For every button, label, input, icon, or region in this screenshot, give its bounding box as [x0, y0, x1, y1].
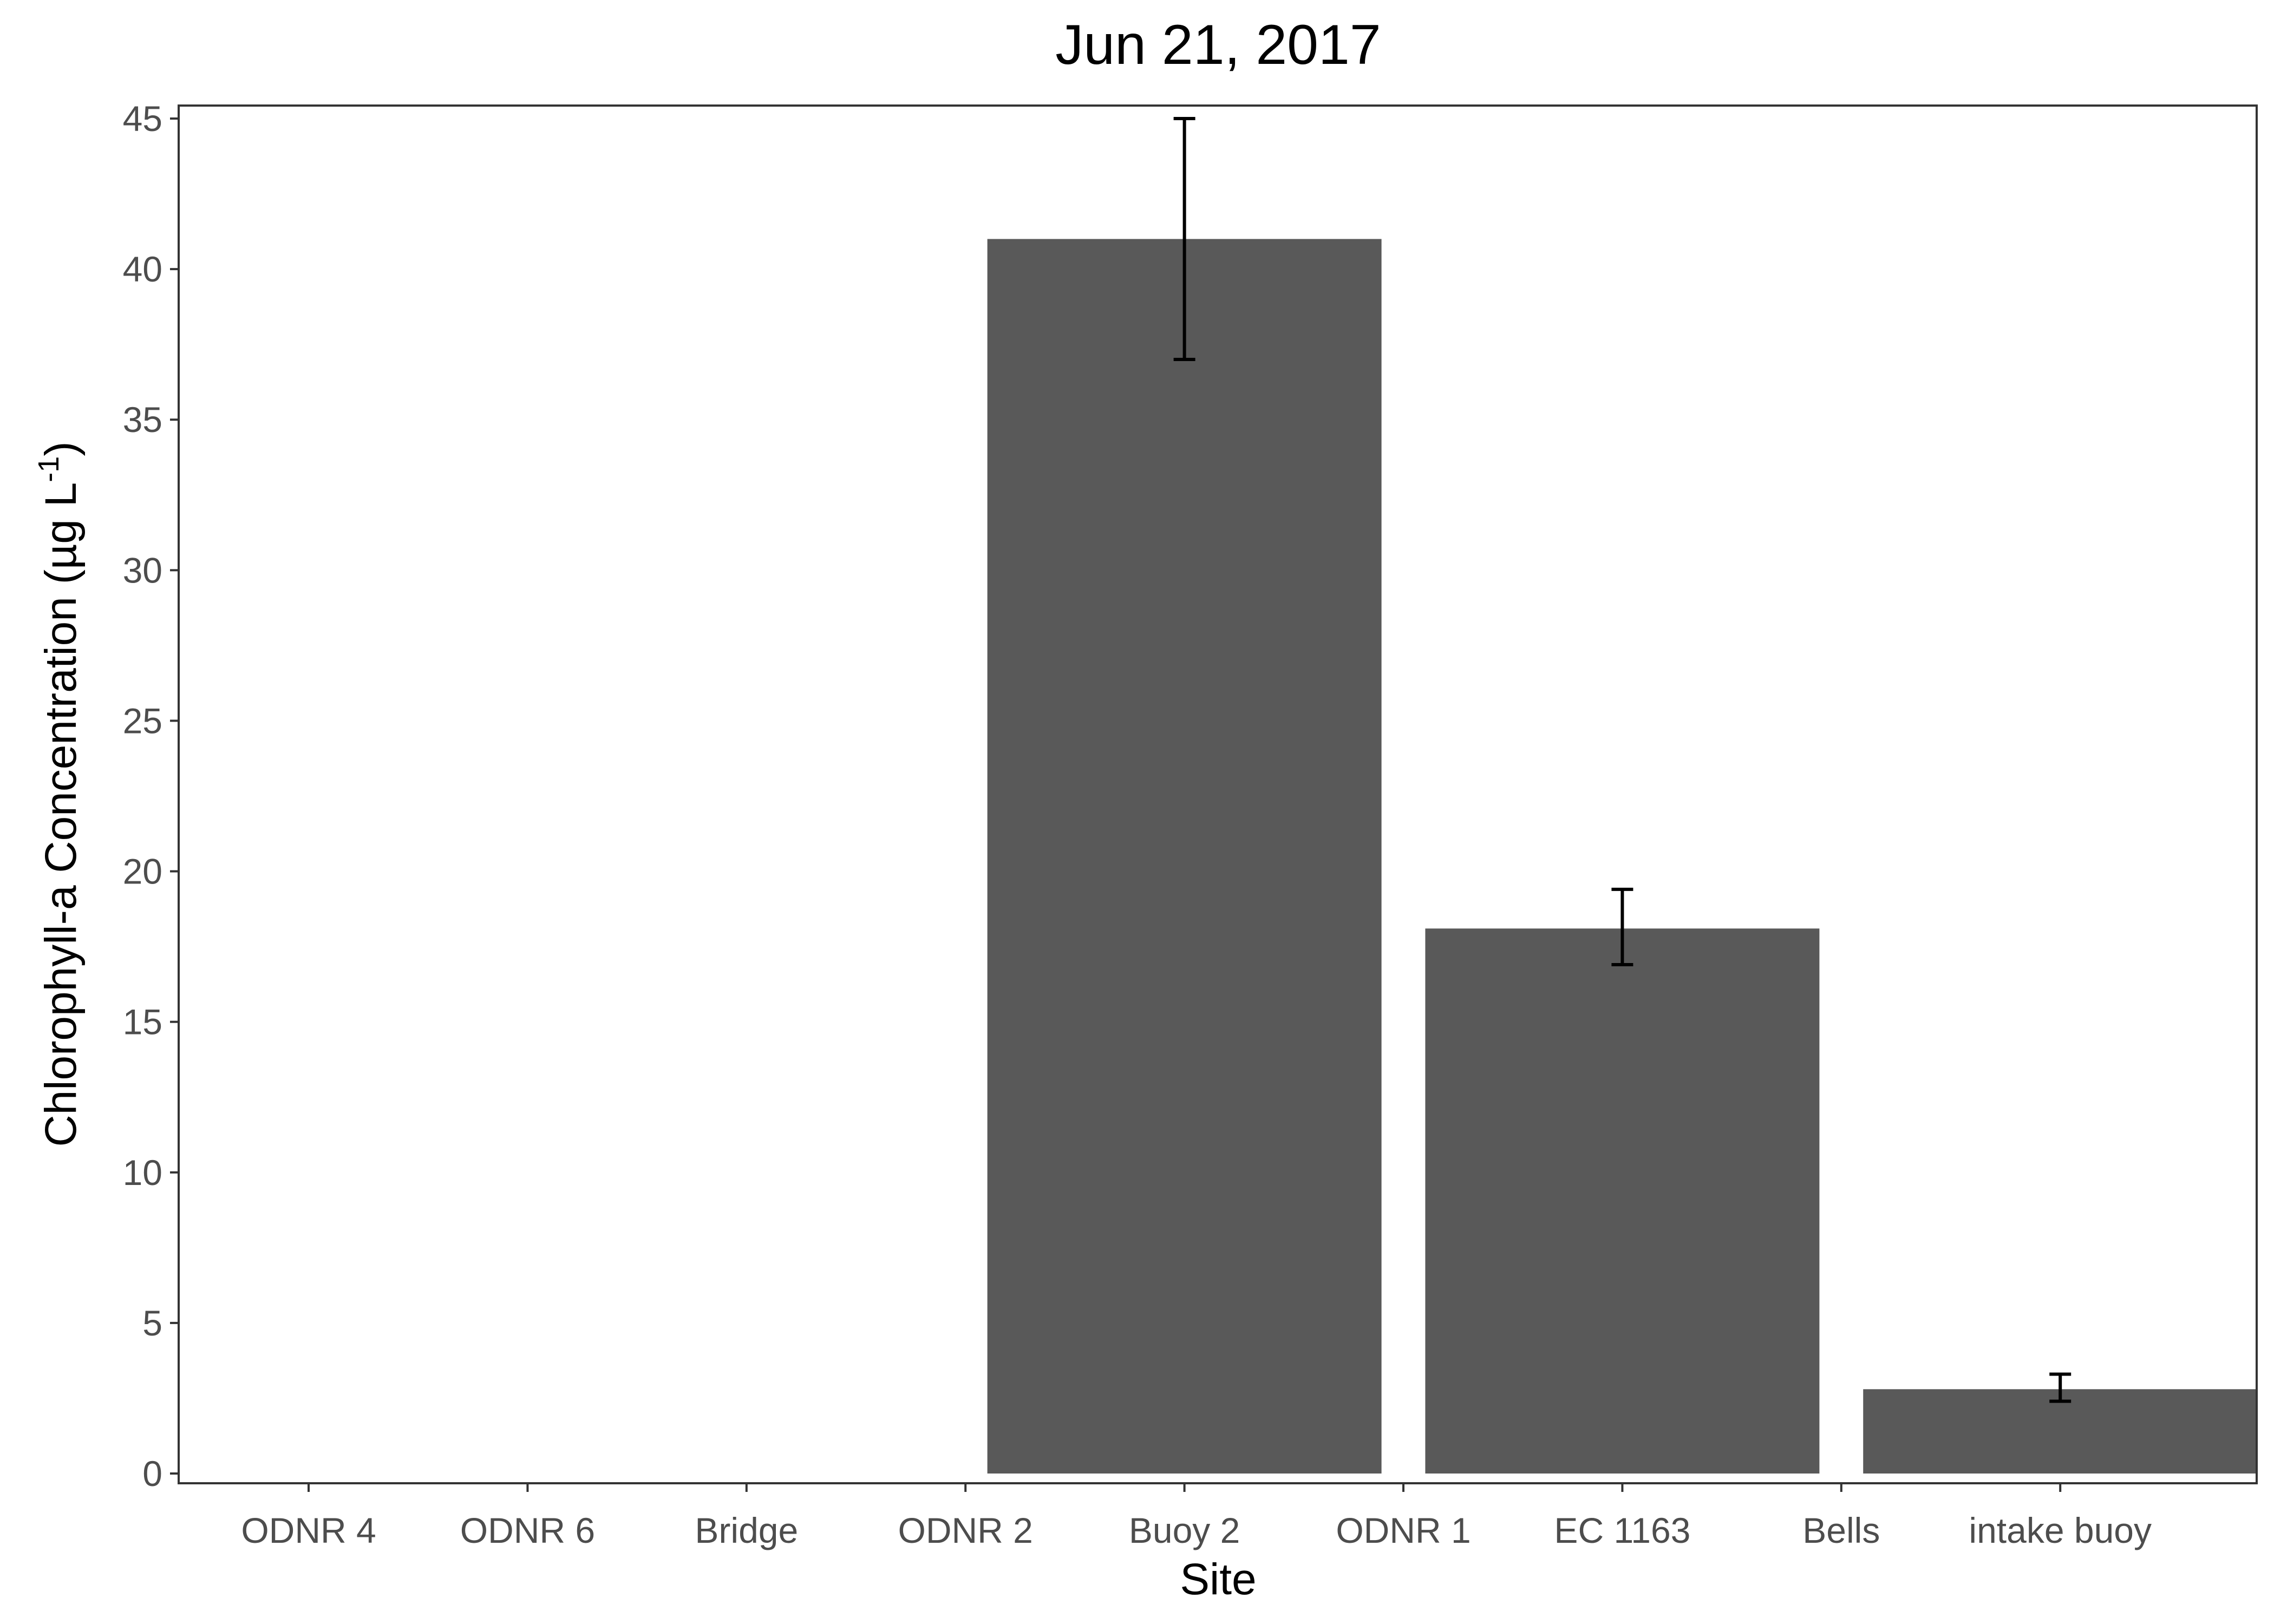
- bar: [1425, 928, 1820, 1474]
- x-tick-label: Buoy 2: [1129, 1510, 1240, 1550]
- y-tick-label: 40: [123, 249, 162, 289]
- y-tick-label: 25: [123, 700, 162, 741]
- bar: [987, 239, 1382, 1474]
- x-tick-label: ODNR 1: [1336, 1510, 1471, 1550]
- y-tick-label: 5: [142, 1303, 162, 1343]
- y-axis-title: Chlorophyll-a Concentration (µg L-1): [32, 441, 86, 1147]
- y-tick-label: 10: [123, 1152, 162, 1193]
- x-tick-label: Bells: [1802, 1510, 1880, 1550]
- y-tick-label: 15: [123, 1002, 162, 1042]
- y-tick-label: 0: [142, 1453, 162, 1494]
- x-axis-title: Site: [1180, 1555, 1256, 1604]
- y-axis-title-end: ): [36, 441, 86, 456]
- bar: [1863, 1389, 2256, 1474]
- errorbars-layer: [1173, 117, 2072, 1403]
- x-tick-label: intake buoy: [1969, 1510, 2152, 1550]
- x-tick-label: Bridge: [695, 1510, 798, 1550]
- y-tick-label: 35: [123, 400, 162, 440]
- y-tick-label: 20: [123, 852, 162, 892]
- y-tick-label: 45: [123, 99, 162, 139]
- x-tick-label: ODNR 6: [460, 1510, 595, 1550]
- y-axis: 0 5 10 15 20 25 30 35 40 45: [123, 99, 179, 1494]
- x-axis: ODNR 4 ODNR 6 Bridge ODNR 2 Buoy 2 ODNR 1 EC 1…: [241, 1483, 2152, 1550]
- error-bar: [2049, 1372, 2072, 1403]
- x-tick-label: ODNR 4: [241, 1510, 376, 1550]
- y-axis-title-main: Chlorophyll-a Concentration (µg L: [36, 482, 86, 1147]
- chart-title: Jun 21, 2017: [1055, 14, 1381, 76]
- x-tick-label: ODNR 2: [898, 1510, 1033, 1550]
- bars-layer: [987, 239, 2256, 1474]
- y-tick-label: 30: [123, 550, 162, 590]
- y-axis-title-superscript: -1: [32, 456, 65, 482]
- error-bar: [1611, 887, 1633, 966]
- x-tick-label: EC 1163: [1554, 1510, 1690, 1550]
- error-bar: [1173, 117, 1195, 361]
